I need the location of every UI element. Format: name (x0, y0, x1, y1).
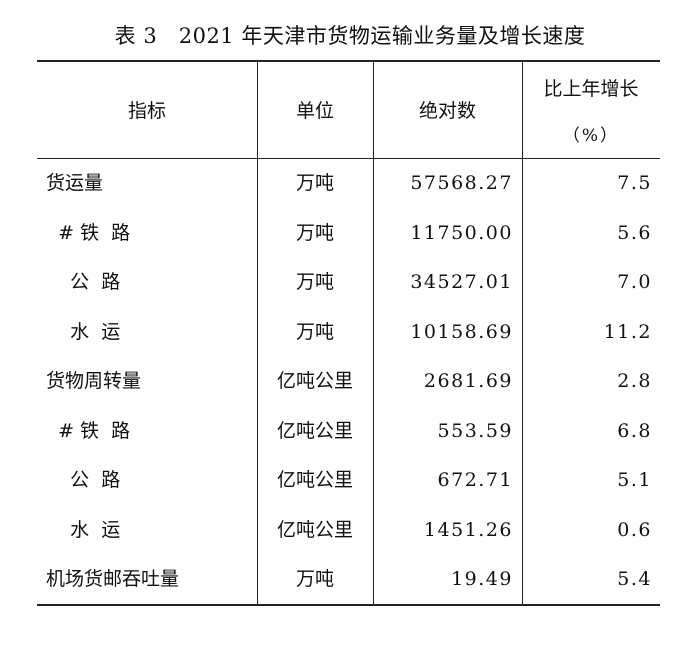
header-value: 绝对数 (418, 100, 476, 122)
row-indicator: 水 运 (46, 320, 121, 343)
row-unit: 亿吨公里 (276, 419, 353, 442)
row-value: 11750.00 (410, 221, 513, 244)
row-growth: 5.1 (617, 469, 652, 491)
row-growth: 0.6 (617, 518, 652, 541)
row-unit: 万吨 (295, 568, 334, 590)
table-row: 机场货邮吞吐量 万吨 19.49 5.4 (37, 555, 660, 605)
row-growth: 7.0 (617, 271, 652, 293)
row-indicator: # 铁 路 (46, 419, 131, 442)
row-growth: 6.8 (617, 419, 652, 442)
table-row: 水 运 万吨 10158.69 11.2 (37, 308, 660, 358)
column-divider (522, 60, 523, 605)
table-row: 公 路 万吨 34527.01 7.0 (37, 258, 660, 308)
row-unit: 亿吨公里 (276, 518, 353, 541)
row-unit: 万吨 (295, 271, 334, 293)
row-value: 10158.69 (410, 320, 513, 343)
row-unit: 亿吨公里 (276, 370, 353, 392)
row-indicator: 公 路 (46, 469, 121, 491)
header-unit: 单位 (295, 100, 334, 122)
row-unit: 亿吨公里 (276, 469, 353, 491)
row-indicator: 公 路 (46, 271, 121, 293)
table-row: 货物周转量 亿吨公里 2681.69 2.8 (37, 357, 660, 407)
row-growth: 11.2 (603, 320, 652, 343)
table-top-rule (37, 60, 660, 62)
row-indicator: 货运量 (46, 172, 104, 194)
table-row: 公 路 亿吨公里 672.71 5.1 (37, 456, 660, 506)
row-value: 34527.01 (410, 271, 513, 293)
header-indicator: 指标 (127, 100, 166, 122)
row-value: 19.49 (451, 568, 513, 590)
header-growth-unit: （%） (562, 126, 620, 146)
row-value: 672.71 (437, 469, 513, 491)
row-growth: 5.4 (617, 568, 652, 590)
row-growth: 7.5 (617, 172, 652, 194)
row-value: 553.59 (437, 419, 513, 442)
row-value: 1451.26 (423, 518, 513, 541)
row-unit: 万吨 (295, 320, 334, 343)
column-divider (373, 60, 374, 605)
row-value: 2681.69 (423, 370, 513, 392)
column-divider (257, 60, 258, 605)
row-growth: 2.8 (617, 370, 652, 392)
row-indicator: 水 运 (46, 518, 121, 541)
header-growth: 比上年增长 (543, 78, 639, 100)
table-row: # 铁 路 亿吨公里 553.59 6.8 (37, 407, 660, 457)
row-indicator: 机场货邮吞吐量 (46, 568, 180, 590)
header-divider (37, 158, 660, 159)
table-row: # 铁 路 万吨 11750.00 5.6 (37, 209, 660, 259)
row-unit: 万吨 (295, 221, 334, 244)
table-row: 货运量 万吨 57568.27 7.5 (37, 159, 660, 209)
table-row: 水 运 亿吨公里 1451.26 0.6 (37, 506, 660, 556)
row-value: 57568.27 (410, 172, 513, 194)
row-unit: 万吨 (295, 172, 334, 194)
row-indicator: # 铁 路 (46, 221, 131, 244)
table-bottom-rule (37, 604, 660, 606)
table-title: 表 3 2021 年天津市货物运输业务量及增长速度 (114, 24, 586, 48)
row-indicator: 货物周转量 (46, 370, 142, 392)
row-growth: 5.6 (617, 221, 652, 244)
